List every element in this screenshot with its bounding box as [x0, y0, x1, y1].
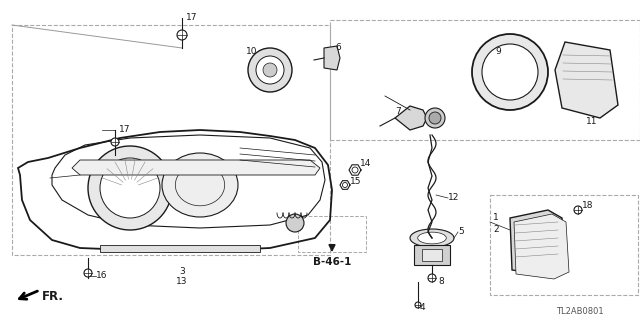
Polygon shape: [72, 160, 320, 175]
Circle shape: [248, 48, 292, 92]
Circle shape: [428, 274, 436, 282]
Bar: [12, 25, 330, 255]
Text: 2: 2: [493, 226, 499, 235]
Bar: [330, 20, 640, 140]
Circle shape: [177, 30, 187, 40]
Polygon shape: [100, 245, 260, 252]
Circle shape: [286, 214, 304, 232]
Text: 5: 5: [458, 228, 464, 236]
Circle shape: [415, 302, 421, 308]
Text: 6: 6: [335, 44, 341, 52]
Text: TL2AB0801: TL2AB0801: [556, 308, 604, 316]
Text: 18: 18: [582, 201, 593, 210]
Bar: [422, 249, 442, 261]
Polygon shape: [510, 210, 565, 275]
Polygon shape: [395, 106, 427, 130]
Polygon shape: [324, 46, 340, 70]
Text: 8: 8: [438, 277, 444, 286]
Bar: [298, 216, 366, 252]
Text: 10: 10: [246, 47, 258, 57]
Circle shape: [263, 63, 277, 77]
Circle shape: [111, 138, 119, 146]
Text: 14: 14: [360, 158, 371, 167]
Text: 17: 17: [186, 13, 198, 22]
Circle shape: [425, 108, 445, 128]
Circle shape: [256, 56, 284, 84]
Ellipse shape: [410, 229, 454, 247]
Circle shape: [429, 112, 441, 124]
Circle shape: [482, 44, 538, 100]
Text: 12: 12: [448, 194, 460, 203]
Text: 16: 16: [96, 271, 108, 281]
Circle shape: [574, 206, 582, 214]
Ellipse shape: [162, 153, 238, 217]
Polygon shape: [349, 165, 361, 175]
Circle shape: [472, 34, 548, 110]
Circle shape: [100, 158, 160, 218]
Circle shape: [88, 146, 172, 230]
Text: 4: 4: [419, 303, 425, 313]
Circle shape: [84, 269, 92, 277]
Text: 13: 13: [176, 277, 188, 286]
Text: 9: 9: [495, 47, 501, 57]
Ellipse shape: [418, 232, 446, 244]
Text: B-46-1: B-46-1: [313, 257, 351, 267]
Text: 11: 11: [586, 117, 598, 126]
Bar: [414, 245, 450, 265]
Bar: [490, 195, 638, 295]
Text: 7: 7: [395, 108, 401, 116]
Text: FR.: FR.: [42, 290, 64, 302]
Text: 17: 17: [119, 125, 131, 134]
Polygon shape: [514, 214, 569, 279]
Text: 1: 1: [493, 213, 499, 222]
Text: 3: 3: [179, 268, 185, 276]
Text: 15: 15: [350, 178, 362, 187]
Polygon shape: [340, 181, 350, 189]
Polygon shape: [555, 42, 618, 118]
